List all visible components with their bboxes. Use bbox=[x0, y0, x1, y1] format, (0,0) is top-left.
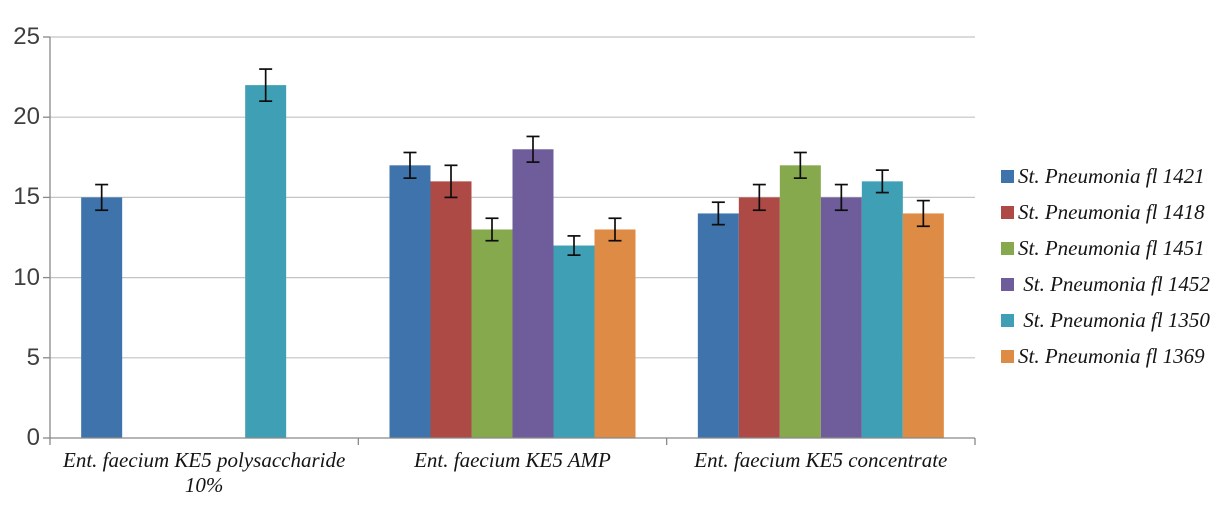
bar bbox=[902, 213, 944, 438]
bar bbox=[430, 181, 472, 439]
legend-item: St. Pneumonia fl 1451 bbox=[1001, 236, 1210, 260]
bar bbox=[779, 165, 821, 438]
error-bar bbox=[567, 235, 581, 256]
x-axis-category-label: Ent. faecium KE5 AMP bbox=[414, 448, 611, 472]
error-bar bbox=[793, 151, 807, 180]
legend-label: St. Pneumonia fl 1350 bbox=[1018, 307, 1210, 332]
y-axis-tick-label: 15 bbox=[13, 183, 40, 211]
legend-label: St. Pneumonia fl 1369 bbox=[1018, 343, 1205, 368]
legend-item: St. Pneumonia fl 1369 bbox=[1001, 344, 1210, 368]
legend-color-swatch bbox=[1001, 349, 1014, 363]
bar bbox=[512, 149, 554, 438]
error-bar bbox=[711, 201, 725, 226]
bar bbox=[861, 181, 903, 439]
error-bar bbox=[526, 135, 540, 163]
bar bbox=[738, 197, 780, 438]
legend-color-swatch bbox=[1001, 241, 1014, 255]
error-bar bbox=[916, 199, 930, 228]
error-bar bbox=[875, 169, 889, 194]
error-bar bbox=[834, 183, 848, 212]
bar bbox=[594, 229, 636, 438]
legend-label: St. Pneumonia fl 1451 bbox=[1018, 235, 1205, 260]
bar bbox=[697, 213, 739, 438]
bar bbox=[820, 197, 862, 438]
bar bbox=[471, 229, 513, 438]
legend-label: St. Pneumonia fl 1418 bbox=[1018, 199, 1205, 224]
legend: St. Pneumonia fl 1421 St. Pneumonia fl 1… bbox=[1001, 164, 1210, 380]
error-bar bbox=[608, 217, 622, 242]
bar bbox=[81, 197, 123, 438]
legend-color-swatch bbox=[1001, 277, 1014, 291]
y-axis-tick-label: 25 bbox=[13, 23, 40, 50]
y-axis-tick-label: 0 bbox=[26, 424, 40, 451]
legend-item: St. Pneumonia fl 1418 bbox=[1001, 200, 1210, 224]
bar bbox=[245, 85, 287, 439]
legend-color-swatch bbox=[1001, 169, 1014, 183]
error-bar bbox=[259, 68, 273, 103]
y-axis-tick-label: 5 bbox=[26, 343, 40, 371]
legend-color-swatch bbox=[1001, 205, 1014, 219]
error-bar bbox=[95, 183, 109, 212]
bar bbox=[553, 245, 595, 438]
legend-label: St. Pneumonia fl 1421 bbox=[1018, 163, 1205, 188]
bar bbox=[389, 165, 431, 438]
x-axis-category-label: Ent. faecium KE5 concentrate bbox=[694, 448, 948, 472]
y-axis-tick-label: 20 bbox=[13, 103, 40, 131]
y-axis-tick-label: 10 bbox=[13, 263, 40, 291]
x-axis-category-label: Ent. faecium KE5 polysaccharide 10% bbox=[63, 448, 346, 497]
legend-color-swatch bbox=[1001, 313, 1014, 327]
error-bar bbox=[485, 217, 499, 242]
legend-label: St. Pneumonia fl 1452 bbox=[1018, 271, 1210, 296]
legend-item: St. Pneumonia fl 1421 bbox=[1001, 164, 1210, 188]
error-bar bbox=[752, 183, 766, 212]
error-bar bbox=[403, 151, 417, 180]
error-bar bbox=[444, 164, 458, 199]
legend-item: St. Pneumonia fl 1452 bbox=[1001, 272, 1210, 296]
legend-item: St. Pneumonia fl 1350 bbox=[1001, 308, 1210, 332]
